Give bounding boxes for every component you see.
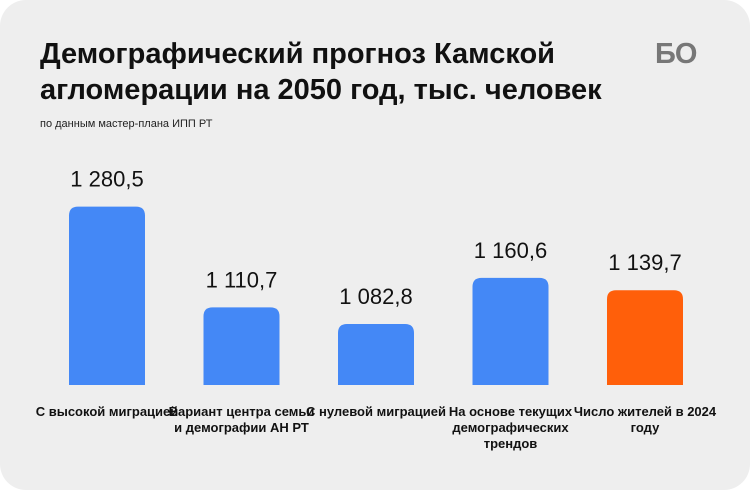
value-label-5: 1 139,7 bbox=[608, 250, 681, 275]
category-label-1: С высокой миграцией bbox=[35, 404, 179, 419]
category-label-4: На основе текущих демографических трендо… bbox=[448, 404, 573, 451]
bar-4 bbox=[472, 277, 549, 385]
chart-source-note: по данным мастер-плана ИПП РТ bbox=[40, 118, 213, 130]
chart-title: Демографический прогноз Камской агломера… bbox=[40, 38, 602, 106]
value-label-2: 1 110,7 bbox=[206, 267, 278, 292]
bar-1 bbox=[69, 206, 145, 385]
bar-3 bbox=[338, 323, 414, 385]
publisher-logo: БО bbox=[655, 38, 697, 70]
category-label-2: Вариант центра семьи и демографии АН РТ bbox=[168, 404, 315, 435]
value-label-3: 1 082,8 bbox=[339, 284, 412, 309]
bar-5 bbox=[607, 290, 683, 385]
category-label-5: Число жителей в 2024 году bbox=[573, 404, 717, 435]
bar-2 bbox=[203, 307, 280, 385]
category-label-3: С нулевой миграцией bbox=[306, 404, 446, 419]
value-label-1: 1 280,5 bbox=[70, 167, 143, 192]
value-label-4: 1 160,6 bbox=[474, 238, 547, 263]
